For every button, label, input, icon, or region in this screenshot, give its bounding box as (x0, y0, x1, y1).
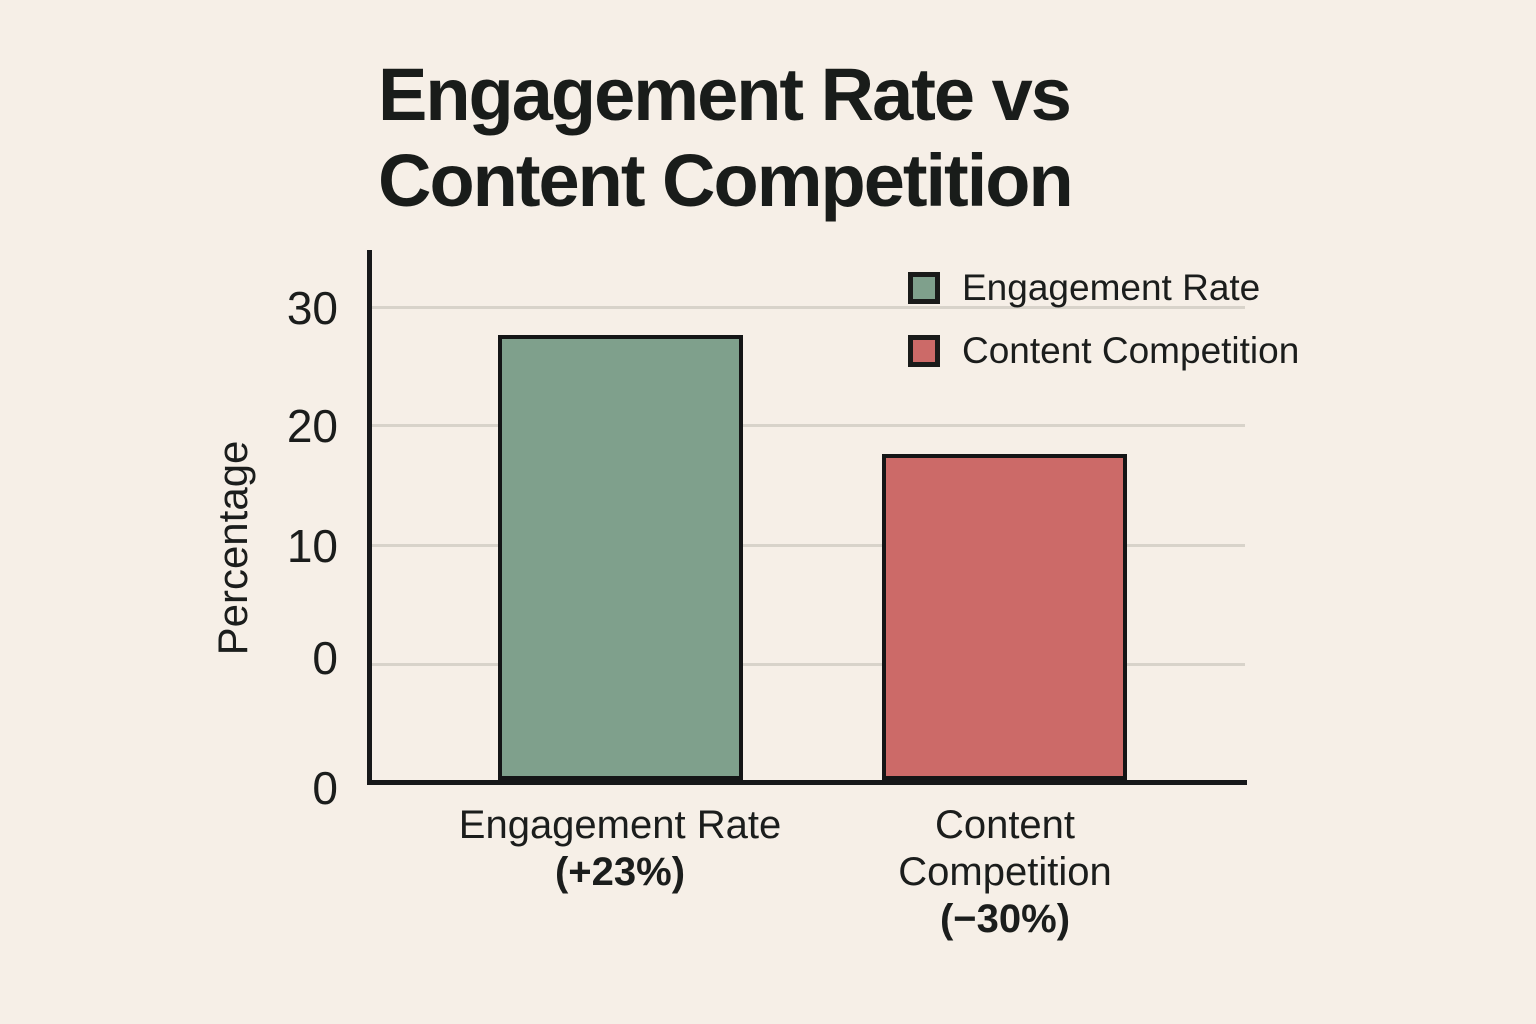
chart-title-line2: Content Competition (378, 139, 1074, 222)
x-label-content-competition-name1: Content (934, 803, 1076, 847)
y-tick-10: 10 (286, 520, 338, 572)
x-label-content-competition-delta: (−30%) (939, 897, 1071, 941)
legend-swatch-green (908, 272, 940, 304)
x-label-engagement-rate-name: Engagement Rate (458, 803, 782, 847)
legend: Engagement Rate Content Competition (908, 267, 1300, 394)
legend-row-engagement-rate: Engagement Rate (908, 267, 1299, 308)
y-tick-20: 20 (286, 400, 338, 452)
bar-content-competition (882, 454, 1127, 780)
gridline-20 (372, 424, 1245, 427)
bar-engagement-rate (498, 334, 743, 780)
legend-label-content-competition: Content Competition (962, 330, 1300, 371)
chart-title: Engagement Rate vs Content Competition (378, 52, 1074, 224)
plot-area (367, 250, 1247, 785)
x-label-content-competition-name2: Competition (898, 850, 1112, 894)
gridline-30 (372, 306, 1245, 309)
gridline-10 (372, 544, 1245, 547)
y-tick-0: 0 (312, 632, 338, 684)
y-tick-0-baseline: 0 (312, 762, 338, 814)
legend-swatch-red (908, 335, 940, 367)
legend-row-content-competition: Content Competition (908, 330, 1300, 371)
chart-title-line1: Engagement Rate vs (378, 53, 1072, 136)
y-tick-30: 30 (286, 282, 338, 334)
gridline-0 (372, 663, 1245, 666)
x-label-engagement-rate-delta: (+23%) (554, 850, 686, 894)
legend-label-engagement-rate: Engagement Rate (962, 267, 1261, 308)
x-label-content-competition: Content Competition (−30%) (785, 802, 1225, 943)
x-label-engagement-rate: Engagement Rate (+23%) (400, 802, 840, 896)
